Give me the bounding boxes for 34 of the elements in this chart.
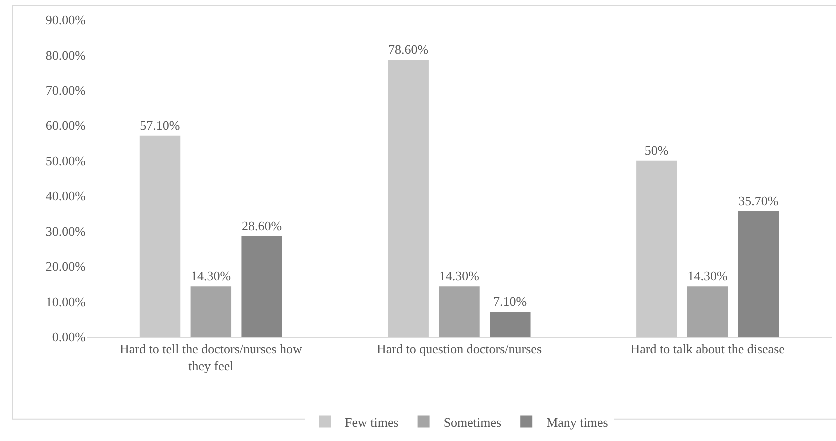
data-label: 57.10% bbox=[140, 118, 180, 133]
bar bbox=[388, 60, 429, 337]
y-tick-label: 50.00% bbox=[46, 153, 86, 168]
bar bbox=[687, 286, 728, 337]
legend-label: Many times bbox=[546, 414, 608, 430]
bar bbox=[242, 236, 282, 337]
data-label: 50% bbox=[644, 142, 669, 158]
y-tick-label: 40.00% bbox=[46, 188, 86, 204]
x-tick-label: Hard to question doctors/nurses bbox=[376, 342, 542, 357]
data-label: 14.30% bbox=[439, 268, 480, 284]
y-tick-label: 0.00% bbox=[52, 330, 86, 345]
bar bbox=[190, 286, 232, 337]
bar bbox=[439, 286, 480, 337]
y-tick-label: 10.00% bbox=[46, 294, 86, 310]
bar bbox=[738, 211, 780, 337]
x-tick-label: Hard to talk about the disease bbox=[630, 342, 786, 357]
y-tick-label: 20.00% bbox=[46, 259, 86, 274]
data-label: 14.30% bbox=[191, 268, 232, 284]
bar bbox=[140, 136, 181, 337]
data-label: 28.60% bbox=[242, 218, 282, 234]
legend-label: Few times bbox=[345, 414, 399, 430]
y-tick-label: 80.00% bbox=[46, 48, 86, 63]
y-tick-label: 30.00% bbox=[46, 224, 86, 239]
y-tick-label: 90.00% bbox=[46, 12, 86, 28]
data-label: 78.60% bbox=[388, 42, 429, 58]
y-tick-label: 60.00% bbox=[46, 118, 86, 134]
x-tick-label: Hard to tell the doctors/nurses how they feel bbox=[120, 342, 303, 374]
y-tick-label: 70.00% bbox=[46, 82, 86, 98]
data-label: 35.70% bbox=[738, 193, 779, 208]
data-label: 14.30% bbox=[688, 268, 728, 284]
bar bbox=[636, 160, 678, 337]
legend-label: Sometimes bbox=[444, 414, 502, 430]
data-label: 7.10% bbox=[494, 294, 528, 309]
bar bbox=[490, 312, 531, 337]
